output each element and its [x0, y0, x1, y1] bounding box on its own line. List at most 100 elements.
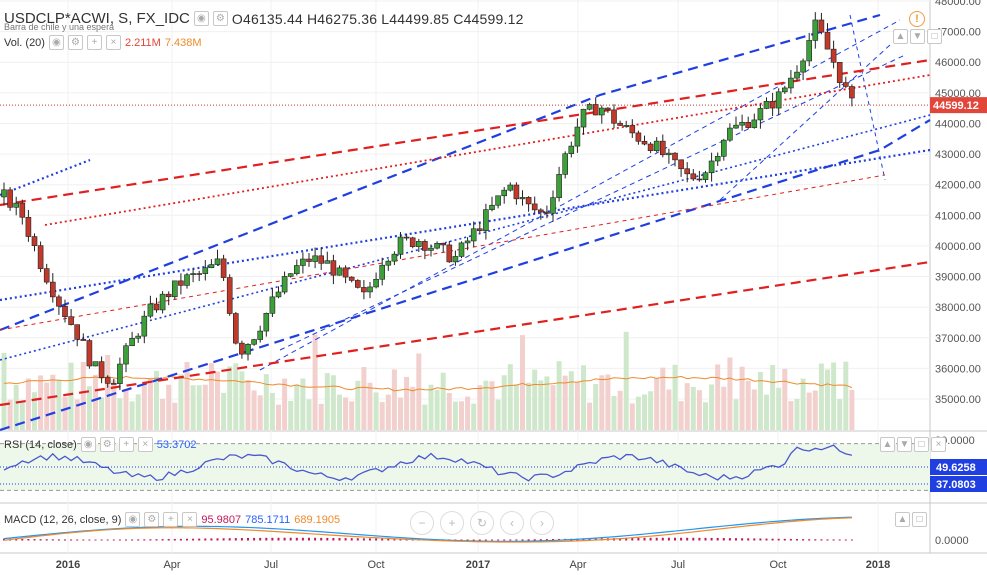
volume-bar	[751, 389, 757, 430]
macd-histogram-bar	[796, 539, 798, 541]
macd-histogram-bar	[704, 537, 707, 541]
plus-icon[interactable]: +	[163, 512, 179, 527]
macd-histogram-bar	[320, 537, 323, 541]
zoom-out-button[interactable]: −	[410, 511, 434, 535]
gear-icon[interactable]: ⚙	[144, 512, 160, 527]
candle-body	[92, 361, 99, 367]
arrow-up-icon[interactable]: ▲	[880, 437, 895, 452]
close-icon[interactable]: ×	[182, 512, 198, 527]
close-icon[interactable]: ×	[137, 437, 153, 452]
candle-body	[245, 343, 251, 355]
macd-histogram-bar	[381, 538, 384, 541]
macd-axis-label: 0.0000	[935, 535, 969, 547]
maximize-icon[interactable]: □	[927, 29, 942, 44]
plus-icon[interactable]: +	[118, 437, 134, 452]
maximize-icon[interactable]: □	[912, 512, 927, 527]
candle-body	[495, 195, 501, 206]
candle-body	[287, 273, 294, 277]
gear-icon[interactable]: ⚙	[212, 11, 228, 26]
volume-bar	[300, 378, 306, 430]
candle-body	[202, 267, 209, 274]
macd-signal-line	[3, 517, 852, 543]
macd-histogram-bar	[850, 539, 853, 541]
candle-body	[354, 280, 361, 288]
scroll-left-button[interactable]: ‹	[500, 511, 524, 535]
candle-body	[318, 255, 325, 264]
volume-bar	[483, 380, 489, 430]
maximize-icon[interactable]: □	[914, 437, 929, 452]
macd-histogram-bar	[497, 539, 500, 541]
volume-bar	[581, 365, 586, 430]
volume-bar	[416, 353, 422, 430]
time-tick-label: 2016	[56, 559, 80, 571]
candle-body	[666, 152, 672, 156]
current-price-label: 44599.12	[933, 100, 979, 112]
candle-body	[440, 243, 447, 246]
macd-histogram-bar	[265, 537, 268, 541]
macd-histogram-bar	[771, 538, 774, 541]
volume-bar	[825, 369, 830, 430]
time-tick-label: Jul	[671, 559, 685, 571]
zoom-in-button[interactable]: +	[440, 511, 464, 535]
arrow-down-icon[interactable]: ▼	[897, 437, 912, 452]
eye-icon[interactable]: ◉	[193, 11, 209, 26]
volume-bar	[526, 382, 532, 430]
candle-body	[293, 265, 300, 274]
candle-body	[141, 315, 148, 337]
volume-bar	[556, 361, 562, 430]
candle-body	[446, 244, 453, 263]
macd-histogram-bar	[594, 538, 597, 541]
macd-histogram-bar	[179, 538, 182, 541]
candle-body	[123, 345, 129, 365]
macd-histogram-bar	[545, 539, 548, 541]
macd-line	[3, 516, 852, 542]
warning-icon[interactable]: !	[909, 11, 925, 27]
volume-bar	[465, 396, 471, 430]
candle-body	[745, 121, 752, 128]
gear-icon[interactable]: ⚙	[99, 437, 115, 452]
volume-bar	[318, 403, 324, 430]
candle-body	[422, 241, 428, 251]
eye-icon[interactable]: ◉	[125, 512, 141, 527]
candle-body	[806, 40, 813, 62]
eye-icon[interactable]: ◉	[48, 35, 64, 50]
candle-body	[800, 60, 806, 73]
scroll-right-button[interactable]: ›	[530, 511, 554, 535]
macd-histogram-bar	[149, 539, 152, 541]
volume-bar	[642, 394, 647, 430]
arrow-up-icon[interactable]: ▲	[893, 29, 908, 44]
ohlc-close: C44599.12	[453, 10, 524, 27]
symbol-label[interactable]: USDCLP*ACWI, S, FX_IDC	[4, 10, 190, 27]
gear-icon[interactable]: ⚙	[67, 35, 83, 50]
volume-bar	[806, 392, 812, 430]
macd-histogram-bar	[582, 538, 585, 541]
candle-body	[214, 258, 221, 265]
volume-bar	[703, 402, 708, 430]
eye-icon[interactable]: ◉	[80, 437, 96, 452]
arrow-up-icon[interactable]: ▲	[895, 512, 910, 527]
macd-histogram-bar	[643, 537, 646, 541]
macd-histogram-bar	[637, 537, 640, 541]
volume-bar	[288, 400, 294, 430]
candle-body	[37, 245, 44, 269]
volume-bar	[660, 367, 666, 430]
plus-icon[interactable]: +	[86, 35, 102, 50]
candle-body	[788, 77, 794, 89]
macd-histogram-bar	[198, 538, 201, 541]
candle-body	[19, 202, 26, 218]
candle-body	[98, 361, 105, 378]
volume-bar	[532, 369, 538, 430]
volume-bar	[306, 399, 312, 430]
volume-bar	[733, 399, 739, 430]
volume-bar	[568, 371, 574, 430]
candle-body	[226, 277, 233, 314]
macd-histogram-bar	[808, 539, 811, 541]
volume-bar	[544, 376, 550, 430]
close-icon[interactable]: ×	[931, 437, 946, 452]
close-icon[interactable]: ×	[105, 35, 121, 50]
arrow-down-icon[interactable]: ▼	[910, 29, 925, 44]
reset-button[interactable]: ↻	[470, 511, 494, 535]
macd-histogram-bar	[844, 539, 847, 541]
candle-body	[129, 337, 135, 347]
